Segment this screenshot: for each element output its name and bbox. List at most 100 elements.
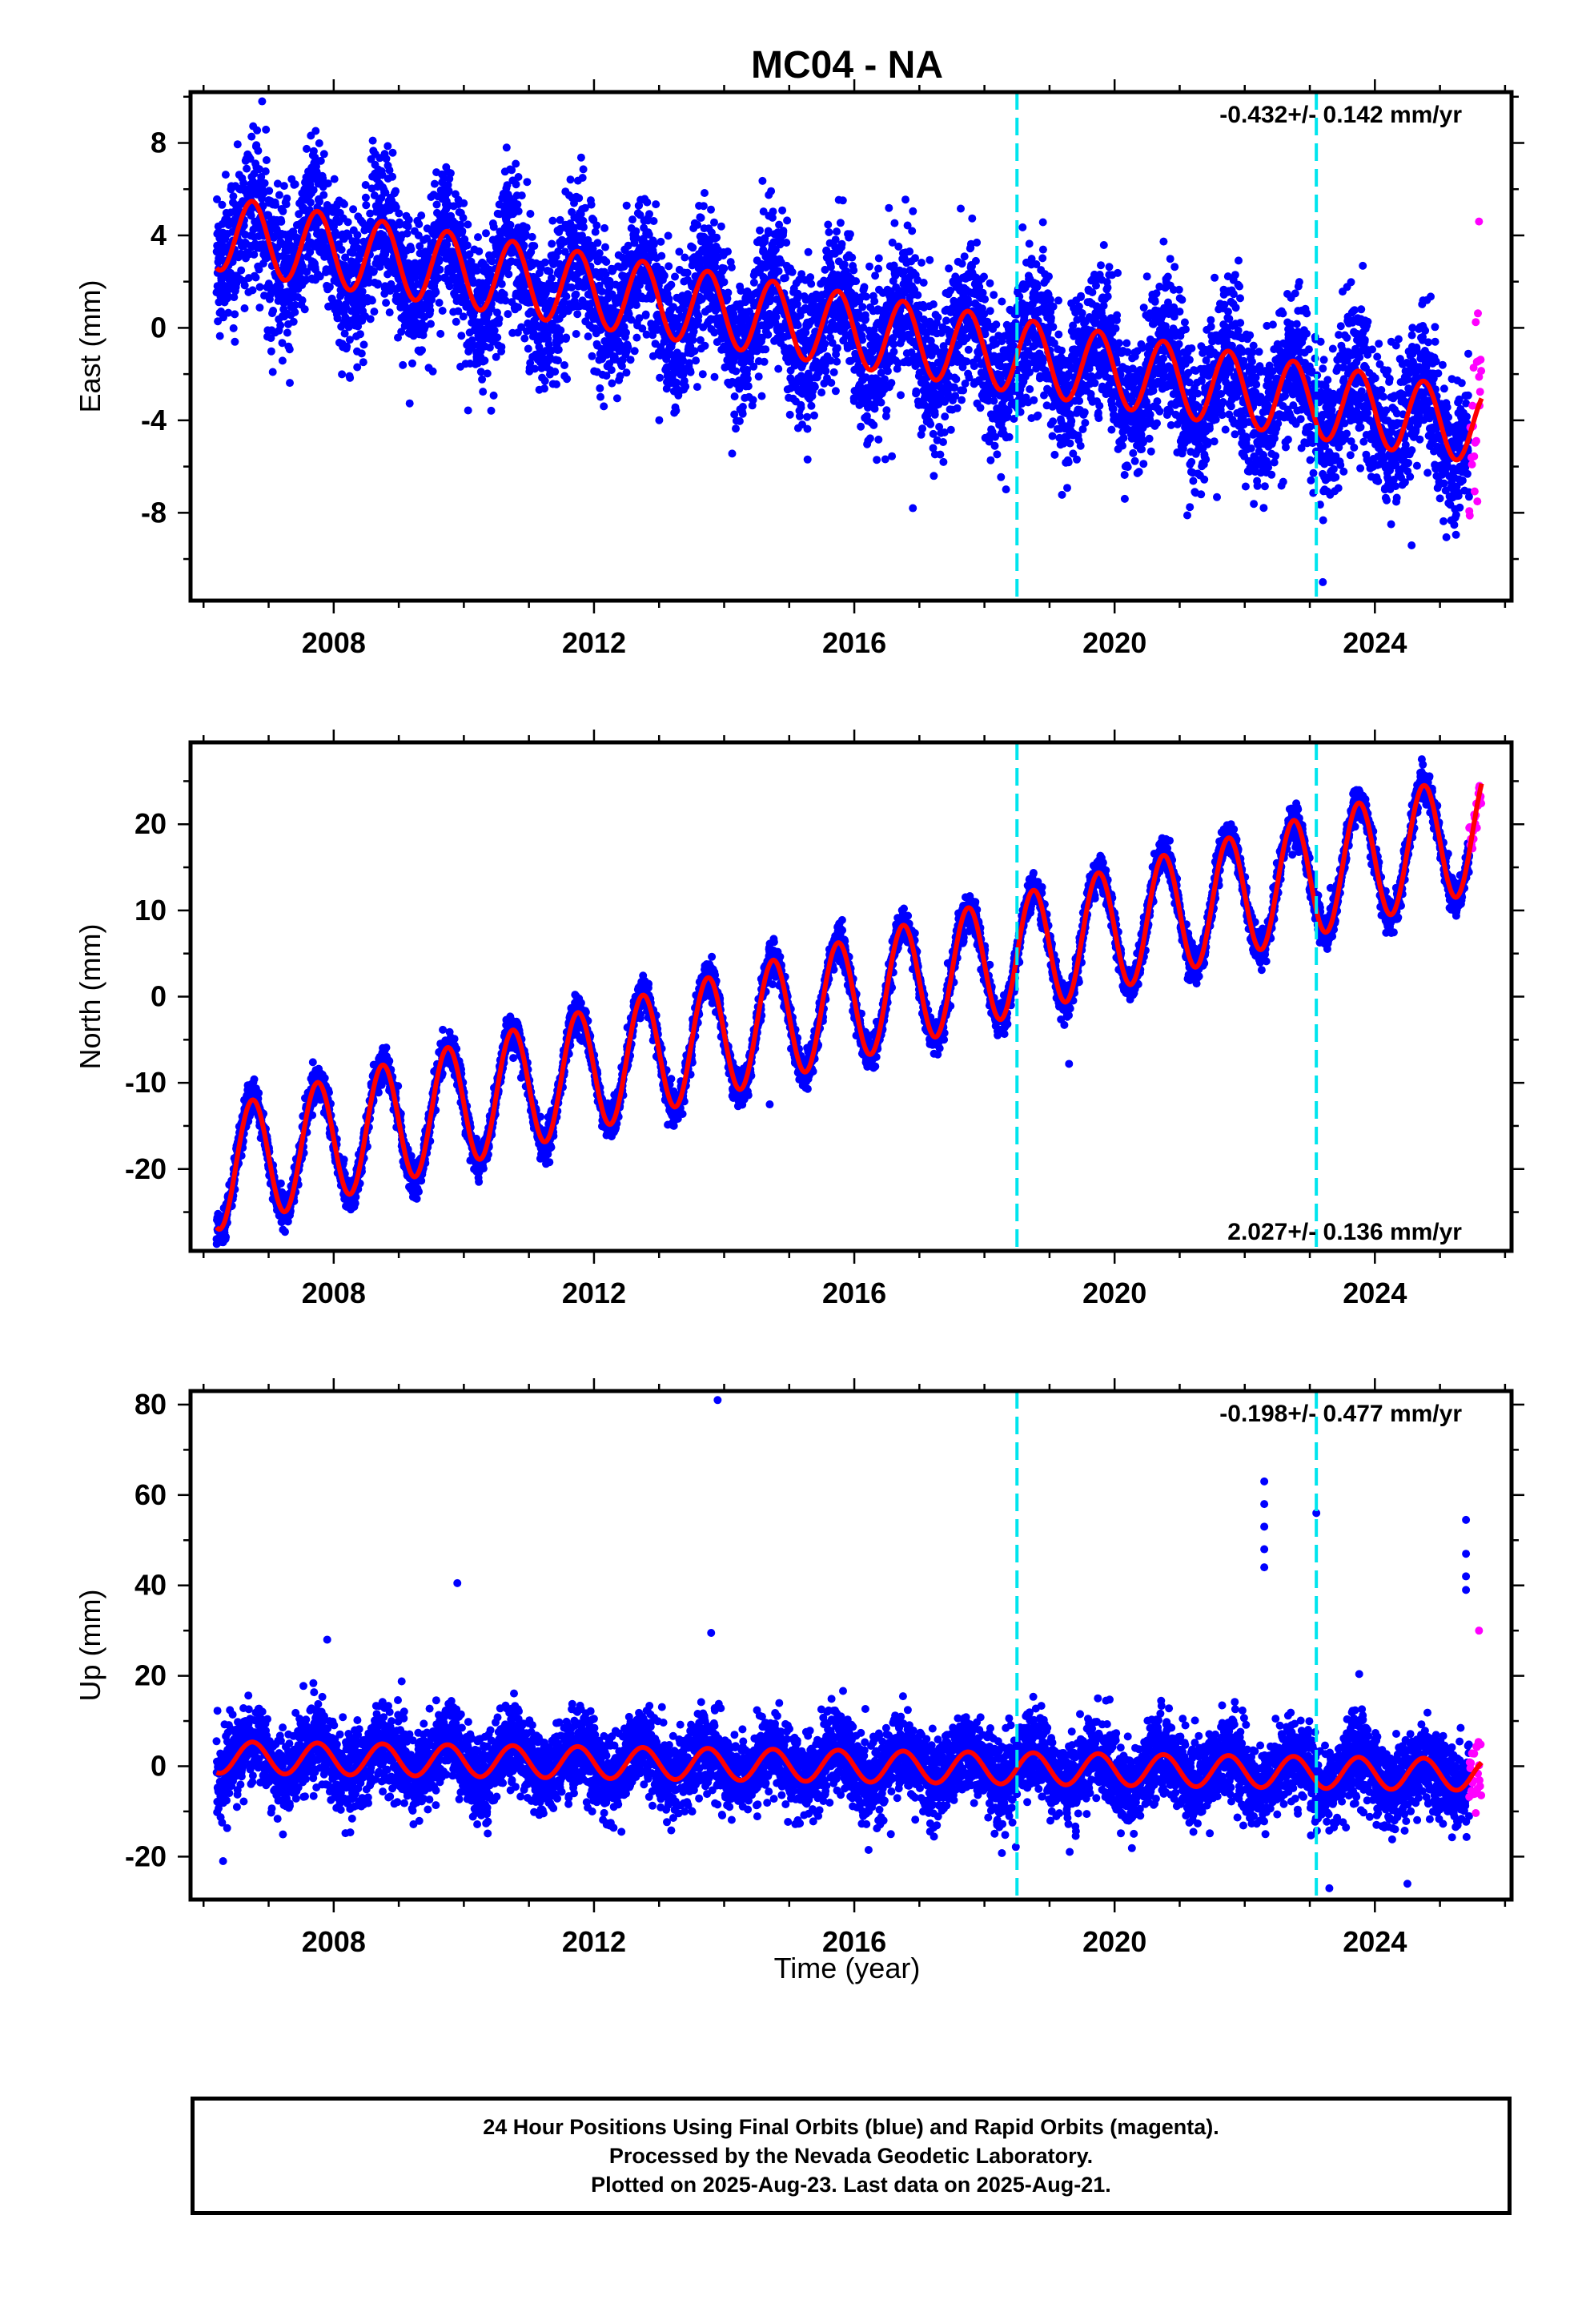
data-point	[764, 330, 773, 339]
data-point	[665, 295, 673, 304]
data-point	[356, 330, 364, 339]
data-point	[783, 216, 792, 225]
data-point	[973, 238, 982, 247]
data-point	[1073, 455, 1081, 464]
data-point	[306, 198, 315, 207]
data-point	[765, 297, 774, 306]
data-point	[346, 373, 355, 382]
data-point	[580, 223, 588, 231]
data-point	[774, 267, 783, 275]
data-point	[852, 277, 861, 286]
data-point	[560, 361, 568, 369]
data-point	[607, 366, 616, 374]
data-point	[870, 297, 879, 306]
data-point	[300, 305, 309, 314]
data-point	[418, 346, 426, 355]
data-point	[578, 174, 587, 182]
data-point	[959, 386, 968, 395]
data-point	[524, 344, 532, 353]
data-point	[641, 310, 650, 319]
data-point	[276, 321, 285, 330]
data-point	[865, 262, 873, 271]
data-point	[986, 456, 995, 464]
data-point	[795, 412, 804, 420]
data-point	[382, 155, 391, 163]
data-point	[897, 391, 905, 400]
data-point	[527, 247, 536, 256]
data-point	[572, 290, 580, 299]
data-point	[427, 320, 435, 328]
data-point	[512, 159, 520, 168]
data-point	[821, 340, 829, 348]
data-point	[259, 202, 267, 211]
data-point	[291, 300, 299, 309]
data-point	[279, 182, 288, 191]
data-point	[1054, 296, 1062, 305]
data-point	[1018, 223, 1027, 231]
data-point	[1038, 358, 1047, 367]
data-point	[395, 209, 404, 218]
data-point	[981, 295, 990, 304]
data-point	[930, 472, 938, 480]
data-point	[660, 271, 669, 280]
data-point	[482, 229, 490, 238]
data-point	[656, 237, 665, 246]
data-point	[803, 412, 812, 421]
data-point	[697, 214, 705, 222]
data-point	[368, 136, 377, 145]
data-point	[810, 411, 818, 420]
data-point	[506, 220, 515, 229]
data-point	[514, 173, 523, 181]
data-point	[215, 332, 224, 340]
data-point	[1038, 218, 1047, 227]
data-point	[720, 278, 729, 287]
data-point	[248, 286, 257, 295]
data-point	[793, 321, 802, 330]
data-point	[911, 254, 919, 263]
data-point	[286, 379, 294, 388]
data-point	[656, 373, 665, 382]
data-point	[443, 240, 452, 249]
data-point	[890, 219, 899, 227]
data-point	[720, 264, 729, 273]
data-point	[986, 307, 994, 316]
data-point	[289, 317, 298, 326]
data-point	[909, 207, 917, 215]
data-point	[595, 249, 604, 258]
data-point	[990, 441, 999, 450]
data-point	[744, 382, 753, 391]
data-point	[303, 267, 311, 276]
data-point	[649, 217, 658, 225]
data-point	[250, 169, 259, 178]
data-point	[584, 332, 592, 341]
data-point	[275, 282, 284, 291]
data-point	[253, 126, 262, 135]
data-point	[254, 147, 263, 155]
data-point	[426, 306, 435, 315]
data-point	[964, 345, 973, 354]
data-point	[382, 299, 391, 308]
data-point	[936, 450, 945, 459]
data-point	[1049, 323, 1058, 332]
data-point	[475, 247, 484, 255]
data-point	[233, 140, 242, 149]
data-point	[303, 144, 311, 153]
data-point	[713, 233, 721, 242]
data-point	[1066, 439, 1074, 448]
data-point	[1033, 283, 1042, 292]
data-point	[514, 207, 523, 215]
data-point	[1005, 432, 1014, 441]
data-point	[523, 178, 532, 187]
data-point	[655, 416, 664, 424]
data-point	[905, 247, 914, 255]
data-point	[250, 250, 259, 259]
data-point	[1094, 414, 1103, 423]
data-point	[514, 303, 523, 312]
data-point	[1081, 419, 1090, 427]
data-point	[593, 239, 602, 247]
data-point	[756, 226, 764, 235]
data-point	[240, 304, 249, 312]
data-point	[298, 296, 307, 304]
data-point	[566, 175, 575, 184]
data-point	[1078, 309, 1086, 317]
